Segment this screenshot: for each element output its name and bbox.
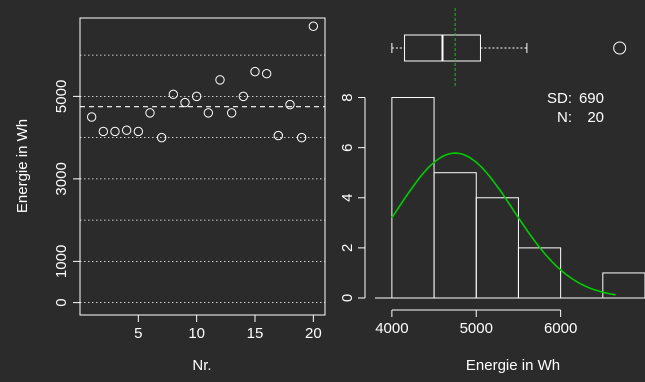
histogram-bar: [434, 173, 476, 298]
scatter-panel: 5 10 15 20 0 1000 3000 5000 Nr. Energie in Wh: [14, 18, 325, 374]
scatter-y-tick-label: 5000: [53, 80, 70, 113]
histogram-x-tick-label: 4000: [375, 320, 408, 337]
sd-value: 690: [579, 90, 604, 107]
scatter-point: [146, 109, 154, 117]
histogram-bar: [518, 248, 560, 298]
scatter-x-axis: 5 10 15 20: [134, 315, 322, 342]
density-curve: [392, 153, 616, 295]
scatter-point: [204, 109, 212, 117]
scatter-point: [169, 90, 177, 98]
scatter-y-tick-label: 1000: [53, 245, 70, 278]
scatter-y-axis: 0 1000 3000 5000: [53, 80, 80, 307]
scatter-y-tick-label: 3000: [53, 162, 70, 195]
histogram-x-axis-label: Energie in Wh: [466, 357, 560, 374]
histogram-y-tick-label: 0: [339, 294, 356, 302]
scatter-grid: [80, 55, 325, 303]
scatter-point: [122, 126, 130, 134]
histogram-panel: 4000 5000 6000 0 2 4 6 8 Energie in Wh SD: 690…: [339, 90, 645, 374]
histogram-x-tick-label: 6000: [544, 320, 577, 337]
histogram-y-tick-label: 6: [339, 143, 356, 151]
scatter-x-axis-label: Nr.: [192, 357, 211, 374]
scatter-point: [216, 76, 224, 84]
scatter-plot-frame: [80, 18, 325, 315]
histogram-bar: [392, 98, 434, 298]
n-value: 20: [587, 109, 604, 126]
n-label: N:: [557, 109, 572, 126]
histogram-bar: [476, 198, 518, 298]
scatter-point: [262, 69, 270, 77]
histogram-x-axis: 4000 5000 6000: [375, 310, 577, 337]
boxplot-outlier: [614, 42, 626, 54]
scatter-point: [87, 113, 95, 121]
scatter-y-tick-label: 0: [53, 298, 70, 306]
histogram-x-tick-label: 5000: [460, 320, 493, 337]
scatter-point: [99, 127, 107, 135]
scatter-x-tick-label: 10: [188, 325, 205, 342]
scatter-point: [181, 98, 189, 106]
scatter-point: [227, 109, 235, 117]
histogram-y-tick-label: 8: [339, 93, 356, 101]
scatter-x-tick-label: 20: [305, 325, 322, 342]
sd-label: SD:: [547, 90, 572, 107]
scatter-y-axis-label: Energie in Wh: [14, 119, 31, 213]
scatter-x-tick-label: 5: [134, 325, 142, 342]
histogram-y-tick-label: 4: [339, 194, 356, 202]
boxplot: [392, 8, 626, 88]
scatter-point: [111, 127, 119, 135]
histogram-bars: [375, 98, 645, 298]
scatter-point: [309, 22, 317, 30]
histogram-y-tick-label: 2: [339, 244, 356, 252]
scatter-x-tick-label: 15: [247, 325, 264, 342]
scatter-point: [274, 131, 282, 139]
histogram-y-axis: 0 2 4 6 8: [339, 93, 365, 302]
scatter-points: [87, 22, 317, 142]
scatter-point: [134, 127, 142, 135]
scatter-point: [251, 67, 259, 75]
scatter-point: [286, 100, 294, 108]
